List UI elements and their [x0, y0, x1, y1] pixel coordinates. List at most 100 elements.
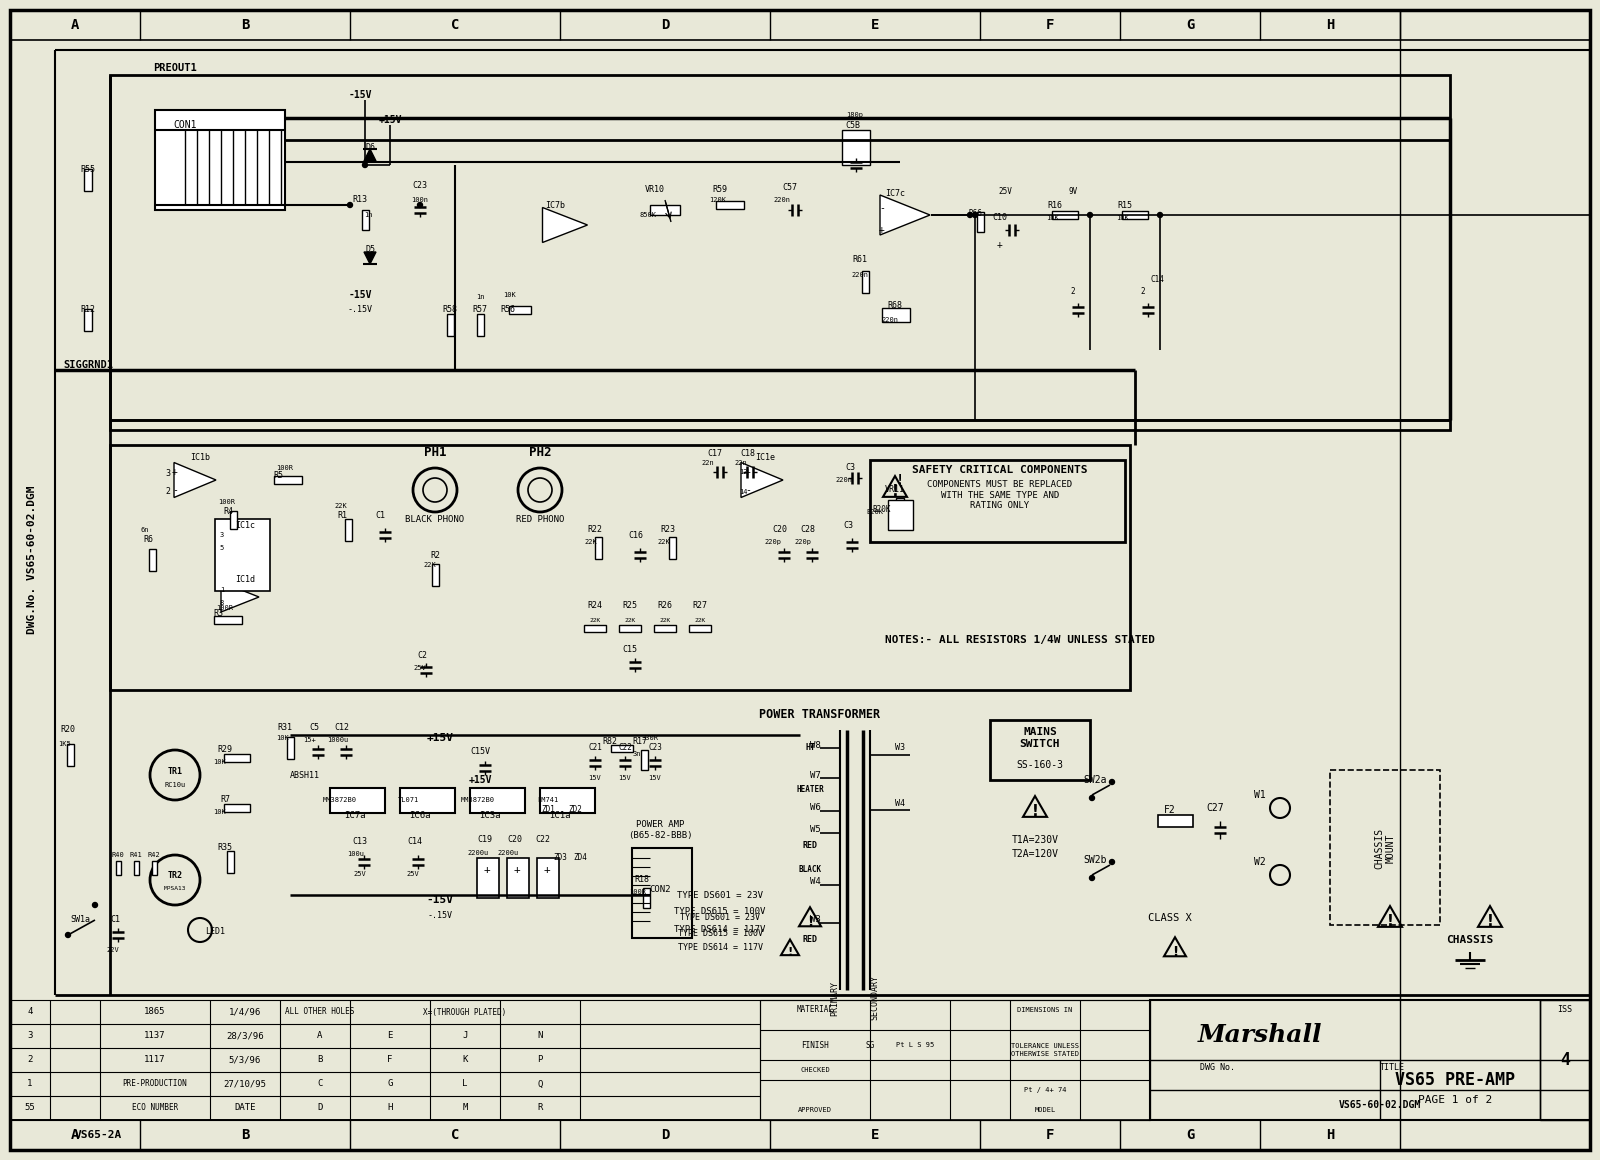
Text: R5: R5 — [274, 471, 283, 479]
Text: R25: R25 — [622, 601, 637, 609]
Bar — [1122, 211, 1149, 219]
Bar — [1330, 770, 1440, 925]
Text: 220n: 220n — [773, 197, 790, 203]
Text: C3: C3 — [843, 521, 853, 529]
Bar — [67, 744, 74, 766]
Bar — [149, 549, 155, 571]
Bar — [882, 309, 910, 322]
Text: VR10: VR10 — [645, 186, 666, 195]
Text: C19: C19 — [477, 835, 493, 844]
Bar — [640, 751, 648, 770]
Text: VS65-2A: VS65-2A — [75, 1130, 122, 1140]
Text: 22n: 22n — [702, 461, 714, 466]
Text: CHASSIS
MOUNT: CHASSIS MOUNT — [1374, 827, 1395, 869]
Text: C2: C2 — [418, 651, 427, 660]
Text: T2A=120V: T2A=120V — [1011, 849, 1059, 860]
Text: 22K: 22K — [589, 617, 600, 623]
Text: 2: 2 — [1070, 288, 1075, 297]
Bar — [584, 624, 606, 631]
Bar — [224, 754, 250, 762]
Text: 2: 2 — [27, 1056, 32, 1065]
Text: R68: R68 — [888, 300, 902, 310]
Text: POWER AMP
(B65-82-BBB): POWER AMP (B65-82-BBB) — [627, 820, 693, 840]
Text: 25V: 25V — [354, 871, 366, 877]
Text: C13: C13 — [352, 838, 368, 847]
Text: BLACK PHONO: BLACK PHONO — [405, 515, 464, 523]
Text: 3: 3 — [27, 1031, 32, 1041]
Bar — [669, 537, 675, 559]
Text: C22: C22 — [618, 744, 632, 753]
Text: +15V: +15V — [427, 733, 453, 744]
Text: 1/4/96: 1/4/96 — [229, 1008, 261, 1016]
Text: B: B — [317, 1056, 323, 1065]
Bar — [650, 205, 680, 215]
Text: IC1e: IC1e — [755, 454, 774, 463]
Text: 1000u: 1000u — [328, 737, 349, 744]
Text: R15: R15 — [1117, 201, 1133, 210]
Text: C20: C20 — [507, 835, 523, 844]
Text: T1A=230V: T1A=230V — [1011, 835, 1059, 844]
Text: 22K: 22K — [584, 539, 597, 545]
Text: SW2a: SW2a — [1083, 775, 1107, 785]
Text: +15V: +15V — [378, 115, 402, 125]
Text: 15+: 15+ — [304, 737, 317, 744]
Circle shape — [1090, 796, 1094, 800]
Text: HT: HT — [805, 744, 814, 753]
Text: C12: C12 — [334, 724, 349, 732]
Bar — [990, 720, 1090, 780]
Text: CON2: CON2 — [650, 885, 670, 894]
Bar — [861, 271, 869, 293]
Text: R16: R16 — [1048, 201, 1062, 210]
Text: Pt / 4+ 74: Pt / 4+ 74 — [1024, 1087, 1066, 1093]
Text: 12: 12 — [739, 469, 747, 474]
Text: -.15V: -.15V — [427, 911, 453, 920]
Text: 27/10/95: 27/10/95 — [224, 1080, 267, 1088]
Text: B: B — [242, 1128, 250, 1141]
Text: 25V: 25V — [414, 665, 426, 670]
Text: VS65-60-02.DGM: VS65-60-02.DGM — [1339, 1100, 1421, 1110]
Text: 220n: 220n — [882, 317, 899, 322]
Text: TYPE DS601 = 23V: TYPE DS601 = 23V — [680, 914, 760, 922]
Bar — [1539, 1000, 1590, 1121]
Text: 2: 2 — [1141, 288, 1146, 297]
Text: B20K: B20K — [872, 506, 891, 515]
Bar — [224, 804, 250, 812]
Bar — [643, 889, 650, 908]
Text: D: D — [661, 19, 669, 32]
Text: 3n: 3n — [632, 751, 642, 757]
Bar — [400, 788, 454, 813]
Text: 25V: 25V — [406, 871, 419, 877]
Text: R13: R13 — [352, 196, 368, 204]
Polygon shape — [880, 195, 930, 235]
Text: C21: C21 — [589, 744, 602, 753]
Text: 220n: 220n — [835, 477, 853, 483]
Bar — [344, 519, 352, 541]
Text: D6: D6 — [365, 144, 374, 152]
Text: 22V: 22V — [107, 947, 120, 954]
Text: IC7a: IC7a — [344, 811, 366, 819]
Text: W4: W4 — [810, 877, 821, 886]
Text: +: + — [514, 865, 520, 875]
Bar — [632, 848, 691, 938]
Text: RED: RED — [803, 935, 818, 944]
Text: Marshall: Marshall — [1198, 1023, 1322, 1047]
Text: W7: W7 — [810, 770, 821, 780]
Text: C10: C10 — [992, 213, 1008, 223]
Text: 22K: 22K — [658, 539, 670, 545]
Text: P: P — [538, 1056, 542, 1065]
Bar — [1053, 211, 1078, 219]
Circle shape — [1109, 860, 1115, 864]
Bar — [115, 861, 120, 875]
Text: C57: C57 — [782, 183, 797, 193]
Text: Q: Q — [538, 1080, 542, 1088]
Text: R40: R40 — [112, 851, 125, 858]
Text: DIMENSIONS IN: DIMENSIONS IN — [1018, 1007, 1072, 1013]
Polygon shape — [542, 208, 587, 242]
Text: +: + — [746, 467, 750, 477]
Text: R59: R59 — [712, 186, 728, 195]
Text: 2: 2 — [165, 487, 171, 496]
Polygon shape — [365, 148, 376, 161]
Text: TYPE DS614 = 117V: TYPE DS614 = 117V — [674, 925, 766, 934]
Text: 22K: 22K — [659, 617, 670, 623]
Text: SW1a: SW1a — [70, 915, 90, 925]
